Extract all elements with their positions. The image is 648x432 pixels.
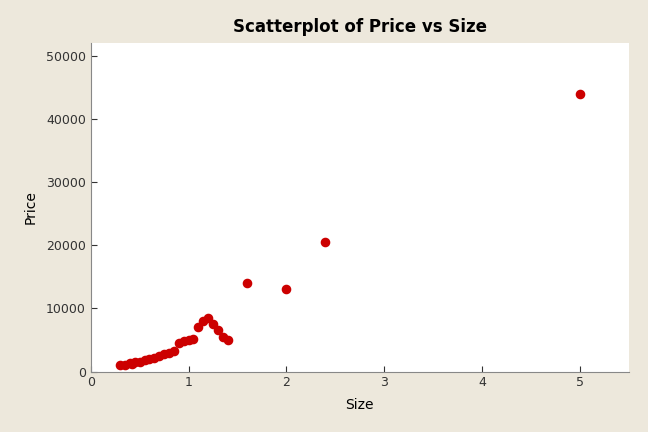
Point bbox=[120, 361, 130, 368]
Y-axis label: Price: Price bbox=[23, 191, 38, 224]
Point bbox=[139, 357, 150, 364]
Title: Scatterplot of Price vs Size: Scatterplot of Price vs Size bbox=[233, 18, 487, 36]
Point bbox=[174, 340, 184, 346]
Point bbox=[154, 352, 165, 359]
Point bbox=[222, 337, 233, 343]
Point bbox=[134, 359, 145, 365]
Point bbox=[203, 314, 213, 321]
Point bbox=[159, 351, 169, 358]
Point bbox=[281, 286, 292, 293]
Point bbox=[168, 348, 179, 355]
Point bbox=[145, 356, 155, 362]
Point bbox=[198, 318, 209, 324]
Point bbox=[320, 238, 330, 245]
Point bbox=[242, 280, 252, 286]
Point bbox=[124, 360, 135, 367]
Point bbox=[183, 337, 194, 343]
Point bbox=[178, 338, 189, 345]
Point bbox=[575, 90, 585, 97]
Point bbox=[208, 321, 218, 327]
X-axis label: Size: Size bbox=[345, 398, 374, 412]
Point bbox=[164, 349, 174, 356]
Point bbox=[149, 354, 159, 361]
Point bbox=[218, 334, 228, 340]
Point bbox=[130, 359, 140, 365]
Point bbox=[126, 360, 137, 367]
Point bbox=[188, 335, 198, 342]
Point bbox=[213, 327, 223, 334]
Point bbox=[193, 324, 203, 331]
Point bbox=[115, 362, 125, 368]
